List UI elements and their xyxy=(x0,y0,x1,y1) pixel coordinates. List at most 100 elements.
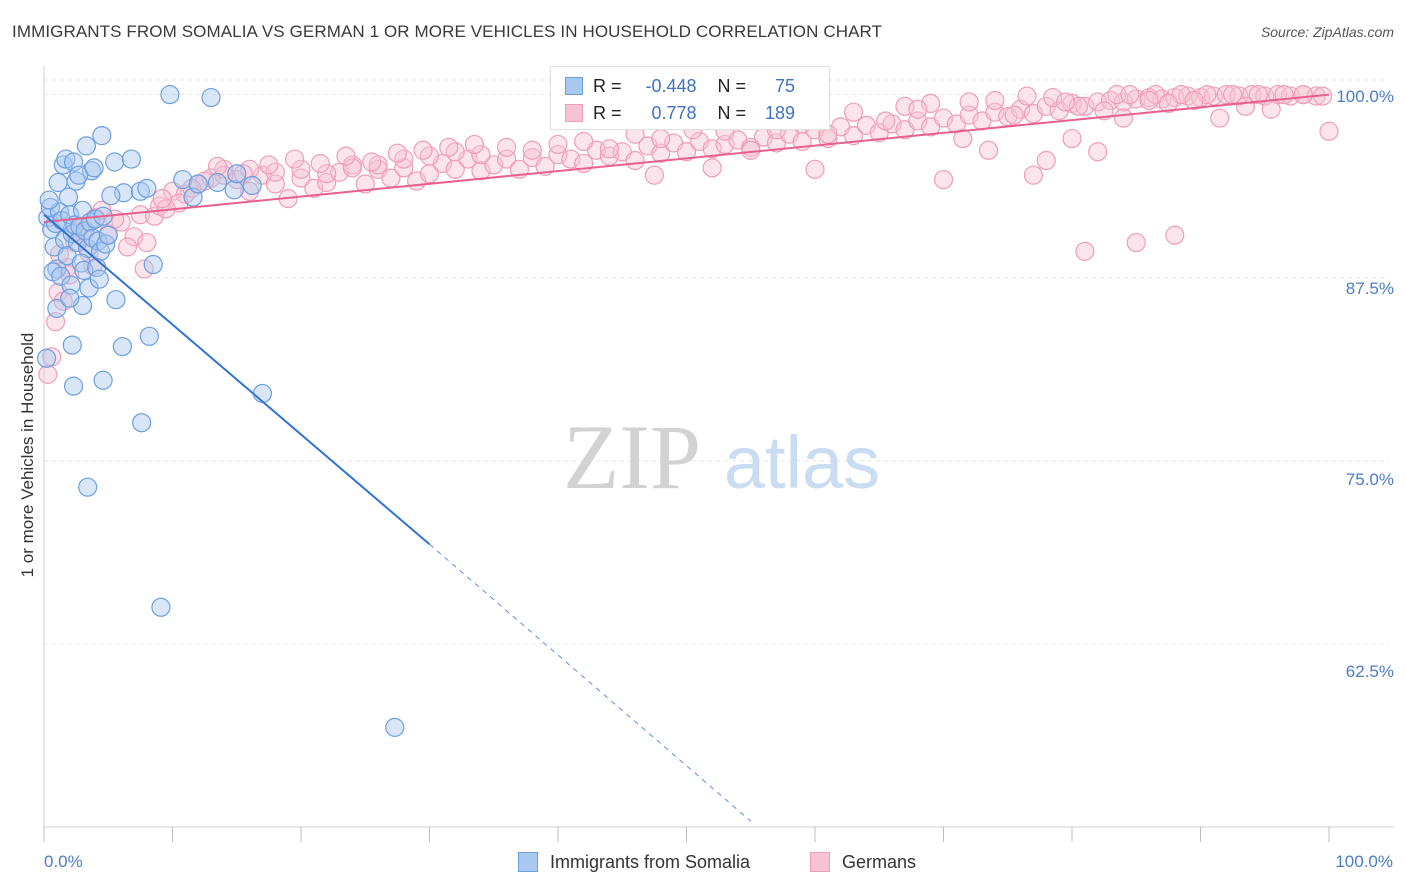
y-tick-label-75: 75.0% xyxy=(1345,470,1394,489)
germans-point xyxy=(1139,90,1159,111)
germans-r-value: 0.778 xyxy=(651,103,697,123)
germans-point xyxy=(644,165,664,185)
somalia-point xyxy=(227,164,247,184)
somalia-point xyxy=(188,174,208,194)
somalia-point xyxy=(137,178,157,198)
germans-point xyxy=(1184,90,1204,111)
somalia-point xyxy=(60,288,80,308)
germans-point xyxy=(959,92,979,112)
x-tick-label-0: 0.0% xyxy=(44,852,83,871)
germans-points xyxy=(38,85,1339,384)
germans-point xyxy=(1023,165,1044,185)
somalia-points xyxy=(36,85,405,737)
germans-point xyxy=(464,134,485,155)
trend-lines xyxy=(43,93,1330,822)
germans-point xyxy=(310,153,330,174)
germans-point xyxy=(355,174,375,194)
somalia-point xyxy=(63,376,84,396)
germans-point xyxy=(362,152,382,172)
somalia-point xyxy=(151,597,171,617)
y-axis-label: 1 or more Vehicles in Household xyxy=(18,332,37,578)
legend-row-somalia: R = -0.448 N = 75 xyxy=(565,76,795,98)
legend-label-somalia: Immigrants from Somalia xyxy=(550,852,751,872)
r-label: R = xyxy=(593,76,622,96)
germans-point xyxy=(1075,96,1095,116)
somalia-point xyxy=(92,126,112,146)
germans-point xyxy=(805,159,825,179)
chart-title: IMMIGRANTS FROM SOMALIA VS GERMAN 1 OR M… xyxy=(12,22,883,41)
germans-point xyxy=(1036,150,1056,171)
germans-point xyxy=(1120,85,1140,105)
germans-point xyxy=(259,155,279,175)
germans-point xyxy=(342,158,362,178)
germans-point xyxy=(651,128,671,149)
somalia-point xyxy=(81,161,102,181)
somalia-point xyxy=(58,187,79,207)
germans-point xyxy=(1017,86,1037,106)
germans-point xyxy=(1094,101,1114,121)
chart-source: Source: ZipAtlas.com xyxy=(1260,24,1394,40)
germans-point xyxy=(574,131,594,152)
somalia-r-value: -0.448 xyxy=(645,76,697,96)
germans-point xyxy=(1210,108,1230,128)
somalia-trend-extension xyxy=(429,543,752,822)
somalia-point xyxy=(71,253,91,273)
germans-point xyxy=(1062,128,1082,149)
germans-point xyxy=(715,134,735,155)
somalia-legend-swatch xyxy=(518,852,538,872)
somalia-point xyxy=(252,383,273,404)
germans-point xyxy=(284,149,305,169)
germans-point xyxy=(336,146,356,166)
germans-point xyxy=(535,156,555,176)
germans-point xyxy=(1113,108,1134,128)
germans-point xyxy=(387,143,407,163)
y-tick-label-62-5: 62.5% xyxy=(1345,662,1394,681)
legend-item-germans[interactable]: Germans xyxy=(810,852,916,873)
somalia-point xyxy=(385,717,405,737)
germans-point xyxy=(137,232,157,253)
germans-point xyxy=(207,156,228,176)
somalia-point xyxy=(121,149,141,169)
germans-point xyxy=(117,237,138,257)
germans-point xyxy=(676,142,697,162)
germans-point xyxy=(1235,96,1256,116)
somalia-point xyxy=(56,149,76,169)
somalia-n-value: 75 xyxy=(775,76,796,96)
somalia-point xyxy=(93,370,113,390)
watermark-zip: ZIP xyxy=(563,406,701,508)
correlation-legend: R = -0.448 N = 75 R = 0.778 N = 189 xyxy=(550,66,830,130)
n-label: N = xyxy=(717,76,747,96)
watermark: ZIP atlas xyxy=(563,406,880,508)
germans-legend-swatch xyxy=(810,852,830,872)
legend-item-somalia[interactable]: Immigrants from Somalia xyxy=(518,852,750,873)
germans-point xyxy=(1274,85,1294,105)
germans-point xyxy=(651,143,671,163)
somalia-point xyxy=(89,269,109,289)
germans-point xyxy=(152,189,172,209)
germans-point xyxy=(1004,105,1024,125)
germans-point xyxy=(1126,232,1146,253)
germans-point xyxy=(522,140,542,160)
germans-point xyxy=(843,126,864,146)
germans-point xyxy=(561,149,581,169)
germans-point xyxy=(1055,92,1076,112)
somalia-point xyxy=(62,335,82,355)
watermark-atlas: atlas xyxy=(724,421,880,504)
germans-point xyxy=(265,162,285,182)
somalia-point xyxy=(143,254,163,275)
y-tick-label-100: 100.0% xyxy=(1336,87,1394,106)
germans-point xyxy=(548,134,568,155)
somalia-point xyxy=(160,85,180,105)
germans-point xyxy=(625,150,645,171)
germans-point xyxy=(741,140,761,160)
somalia-point xyxy=(36,348,57,368)
somalia-point xyxy=(112,336,132,357)
somalia-trend-line xyxy=(43,213,431,546)
germans-point xyxy=(1319,121,1339,141)
somalia-point xyxy=(139,326,159,346)
germans-point xyxy=(1248,85,1268,105)
germans-point xyxy=(413,140,433,160)
germans-point xyxy=(38,364,58,384)
somalia-point xyxy=(242,175,262,196)
n-label: N = xyxy=(717,103,747,123)
